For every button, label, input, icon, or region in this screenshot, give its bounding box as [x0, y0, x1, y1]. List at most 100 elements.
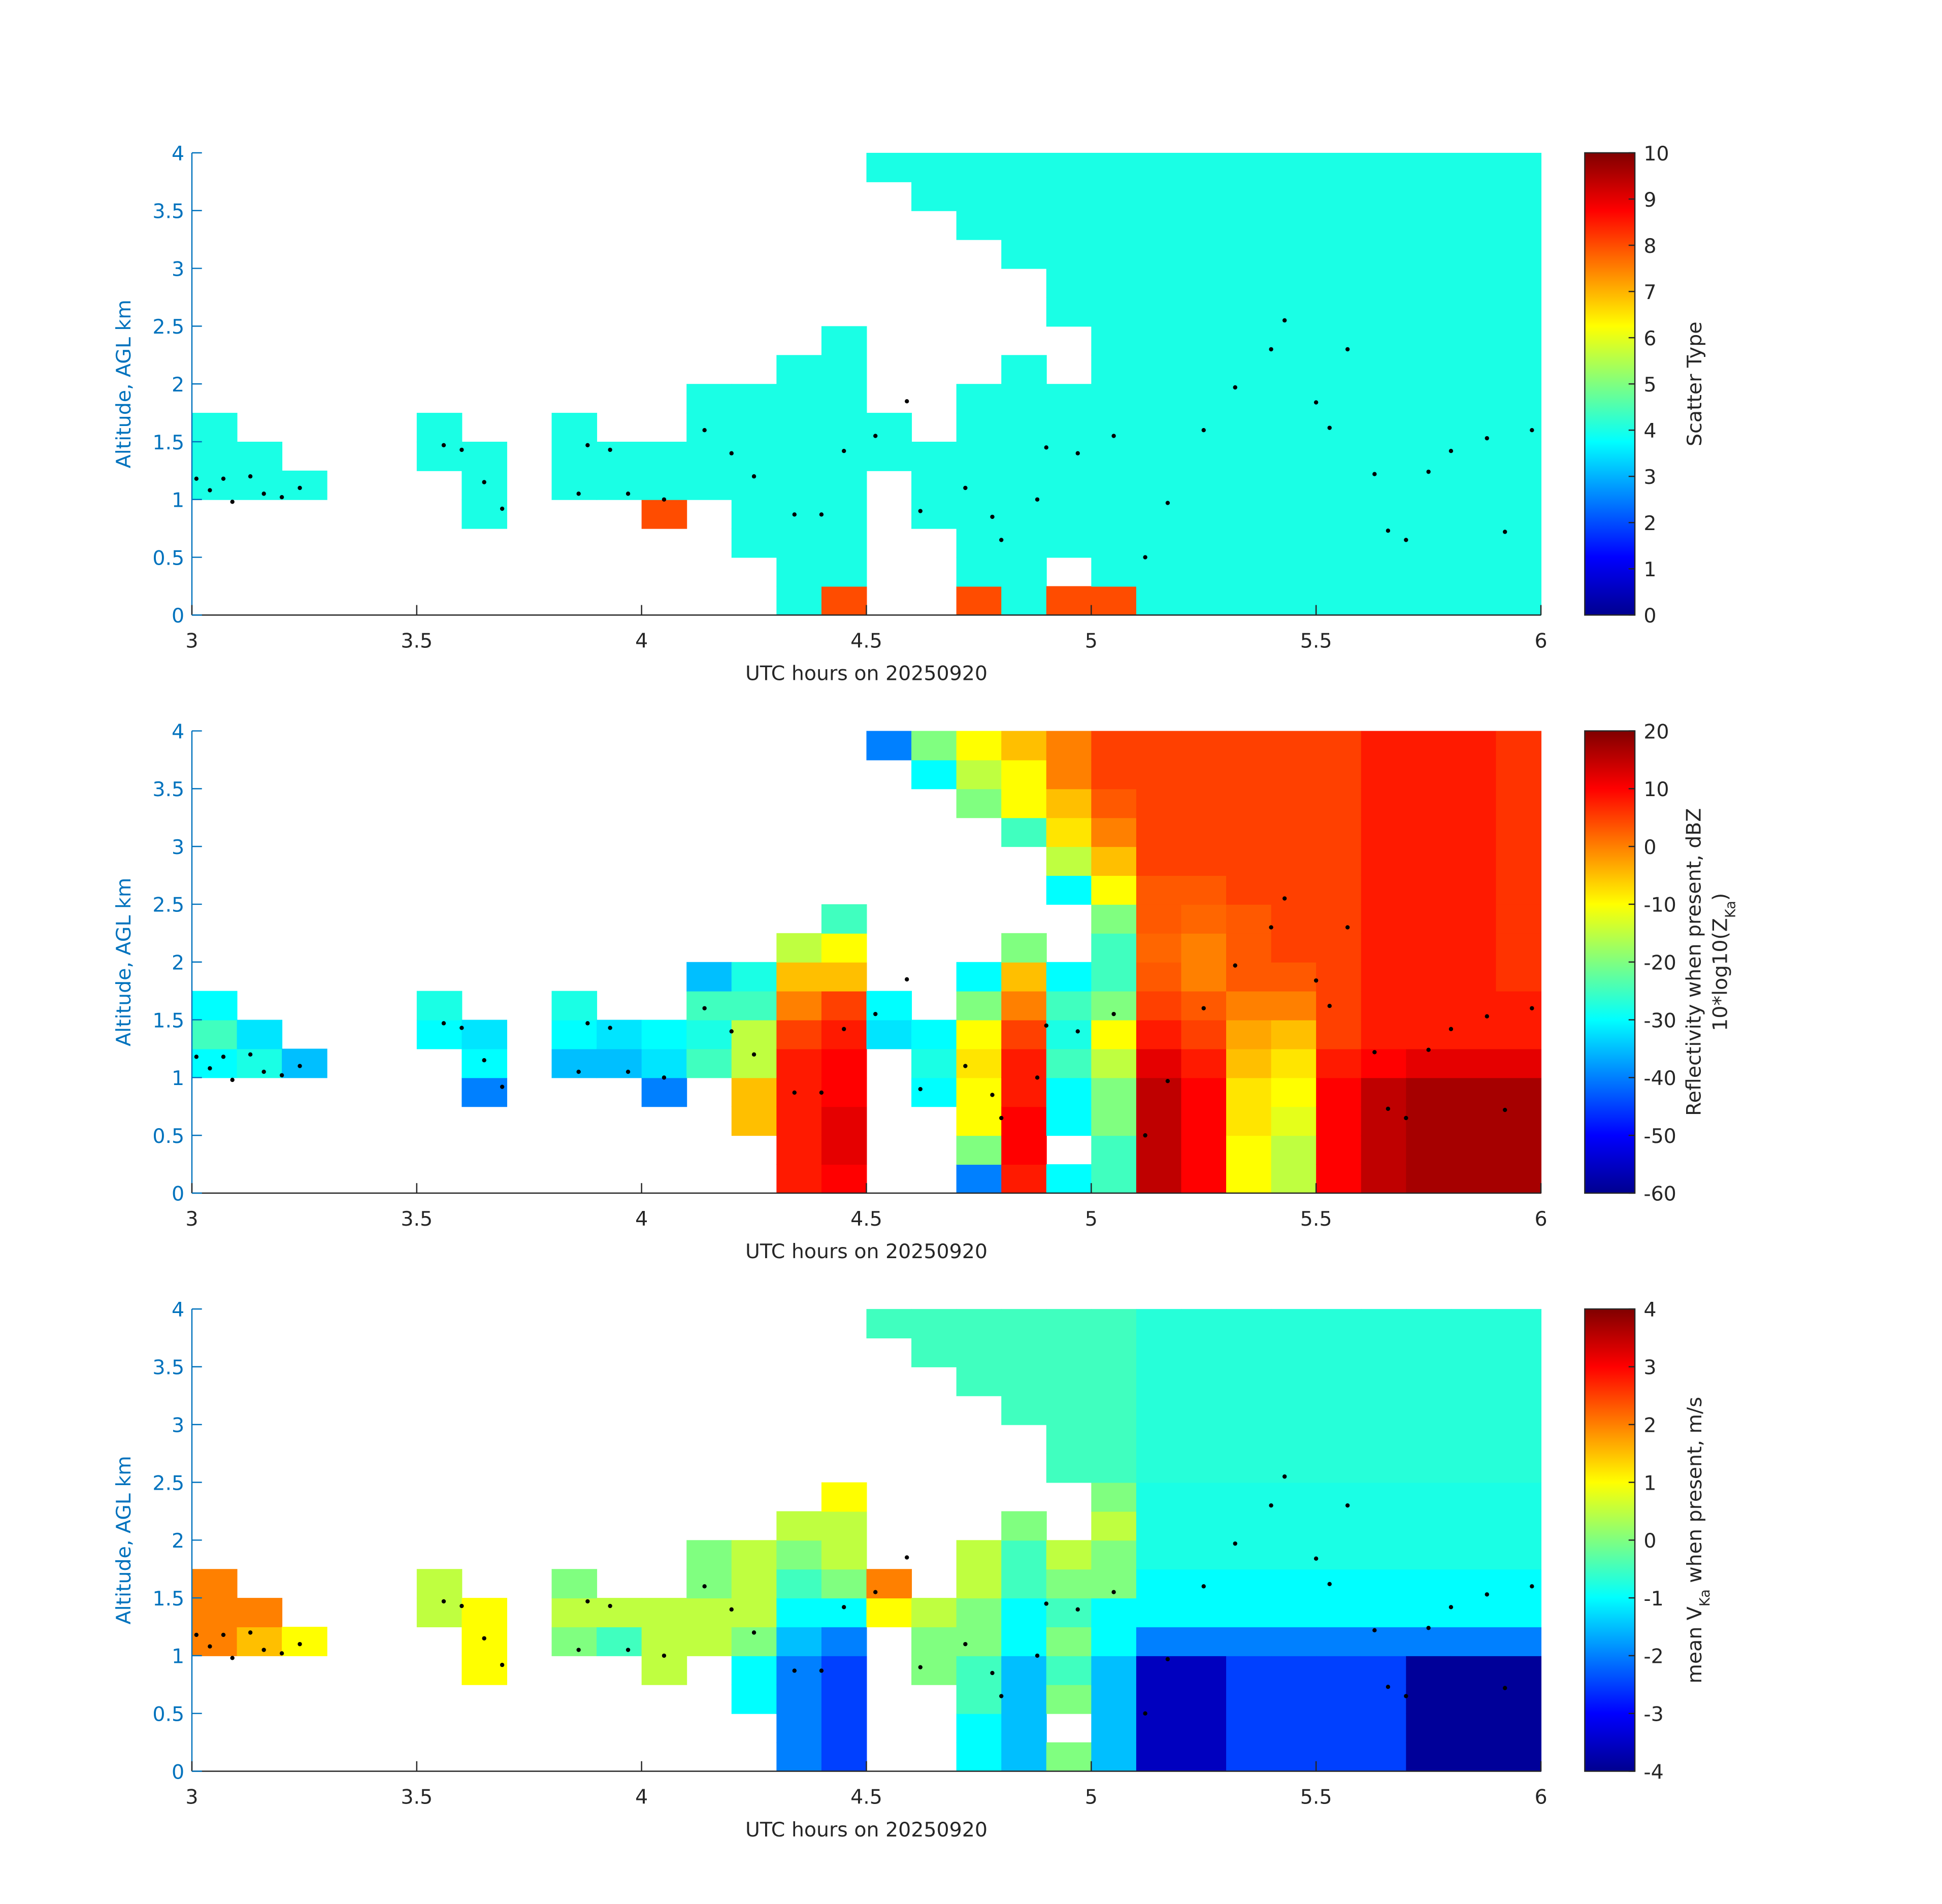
cell: [1136, 355, 1182, 385]
overlay-dot: [1327, 425, 1332, 430]
overlay-dot: [279, 1073, 284, 1077]
cell: [1226, 1482, 1272, 1512]
cell: [1091, 297, 1137, 327]
cell: [1271, 817, 1317, 847]
cell: [1001, 1511, 1047, 1541]
cell: [1406, 413, 1452, 442]
cell: [1316, 1338, 1362, 1367]
cell: [1136, 1453, 1182, 1483]
cell: [1091, 326, 1137, 356]
cell: [462, 1626, 507, 1656]
cell: [1181, 1366, 1227, 1396]
cell: [1046, 586, 1092, 616]
cell: [1406, 1655, 1452, 1685]
cell: [1001, 1164, 1047, 1194]
cell: [1496, 846, 1542, 876]
cell: [1136, 1742, 1182, 1772]
colorbar-tick-label: 6: [1643, 327, 1656, 350]
colorbar-tick-label: 0: [1643, 604, 1656, 628]
overlay-dot: [208, 1644, 212, 1649]
cell: [1136, 470, 1182, 500]
overlay-dot: [221, 476, 226, 481]
cell: [1361, 268, 1407, 298]
cell: [1406, 846, 1452, 876]
cell: [1361, 1338, 1407, 1367]
cell: [956, 760, 1002, 790]
x-tick-label: 5: [1085, 629, 1098, 652]
cell: [1271, 586, 1317, 616]
y-tick-label: 3: [172, 257, 184, 281]
cell: [1091, 1077, 1137, 1107]
colorbar-tick-label: 4: [1643, 419, 1656, 443]
overlay-dot: [230, 1077, 235, 1082]
cell: [821, 1511, 867, 1541]
colorbar-tick-label: 5: [1643, 373, 1656, 397]
cell: [1496, 586, 1542, 616]
cell: [1361, 1106, 1407, 1136]
cell: [1226, 1164, 1272, 1194]
overlay-dot: [230, 500, 235, 504]
y-tick-label: 3: [172, 836, 184, 859]
y-tick-label: 0: [172, 604, 184, 628]
overlay-dot: [905, 399, 909, 404]
x-tick-label: 3: [185, 629, 198, 652]
cell: [1406, 210, 1452, 240]
cell: [1451, 1366, 1497, 1396]
cell: [1271, 1338, 1317, 1367]
colorbar-tick-label: 0: [1643, 1529, 1656, 1553]
overlay-dot: [1449, 1605, 1454, 1610]
cell: [1181, 181, 1227, 211]
cell: [1271, 181, 1317, 211]
cell: [1361, 1048, 1407, 1078]
cell: [551, 1598, 598, 1627]
cell: [1361, 1395, 1407, 1425]
cell: [1451, 1598, 1497, 1627]
cell: [1496, 1511, 1542, 1541]
cell: [1406, 760, 1452, 790]
cell: [1136, 817, 1182, 847]
cell: [1496, 181, 1542, 211]
y-tick-label: 1: [172, 1067, 184, 1090]
overlay-dot: [1035, 1653, 1040, 1658]
cell: [1091, 1598, 1137, 1627]
cell: [416, 991, 463, 1021]
cell: [1271, 268, 1317, 298]
cell: [597, 1020, 642, 1049]
cell: [686, 1540, 732, 1570]
cell: [1181, 1569, 1227, 1599]
cell: [1046, 1453, 1092, 1483]
cell: [1316, 268, 1362, 298]
cell: [1451, 1395, 1497, 1425]
cell: [1181, 1106, 1227, 1136]
overlay-dot: [1345, 347, 1350, 352]
cell: [1181, 991, 1227, 1021]
cell: [1226, 557, 1272, 587]
cell: [1136, 875, 1182, 905]
cell: [866, 1569, 912, 1599]
cell: [1496, 1626, 1542, 1656]
cell: [1046, 1742, 1092, 1772]
overlay-dot: [441, 1021, 446, 1026]
cell: [1046, 1569, 1092, 1599]
cell: [641, 499, 687, 529]
overlay-dot: [1530, 428, 1534, 433]
cell: [1136, 904, 1182, 934]
cell: [956, 152, 1002, 182]
cell: [686, 384, 732, 414]
cell: [1451, 1540, 1497, 1570]
overlay-dot: [1044, 445, 1048, 450]
cell: [1136, 1048, 1182, 1078]
cell: [686, 991, 732, 1021]
overlay-dot: [1386, 1106, 1391, 1111]
cell: [1361, 789, 1407, 818]
cell: [1181, 1338, 1227, 1367]
cell: [1226, 1569, 1272, 1599]
cell: [1496, 413, 1542, 442]
cell: [1406, 239, 1452, 269]
cell: [1091, 933, 1137, 963]
cell: [1316, 297, 1362, 327]
cell: [1091, 355, 1137, 385]
cell: [1046, 1164, 1092, 1194]
cell: [1451, 731, 1497, 761]
cell: [686, 1048, 732, 1078]
